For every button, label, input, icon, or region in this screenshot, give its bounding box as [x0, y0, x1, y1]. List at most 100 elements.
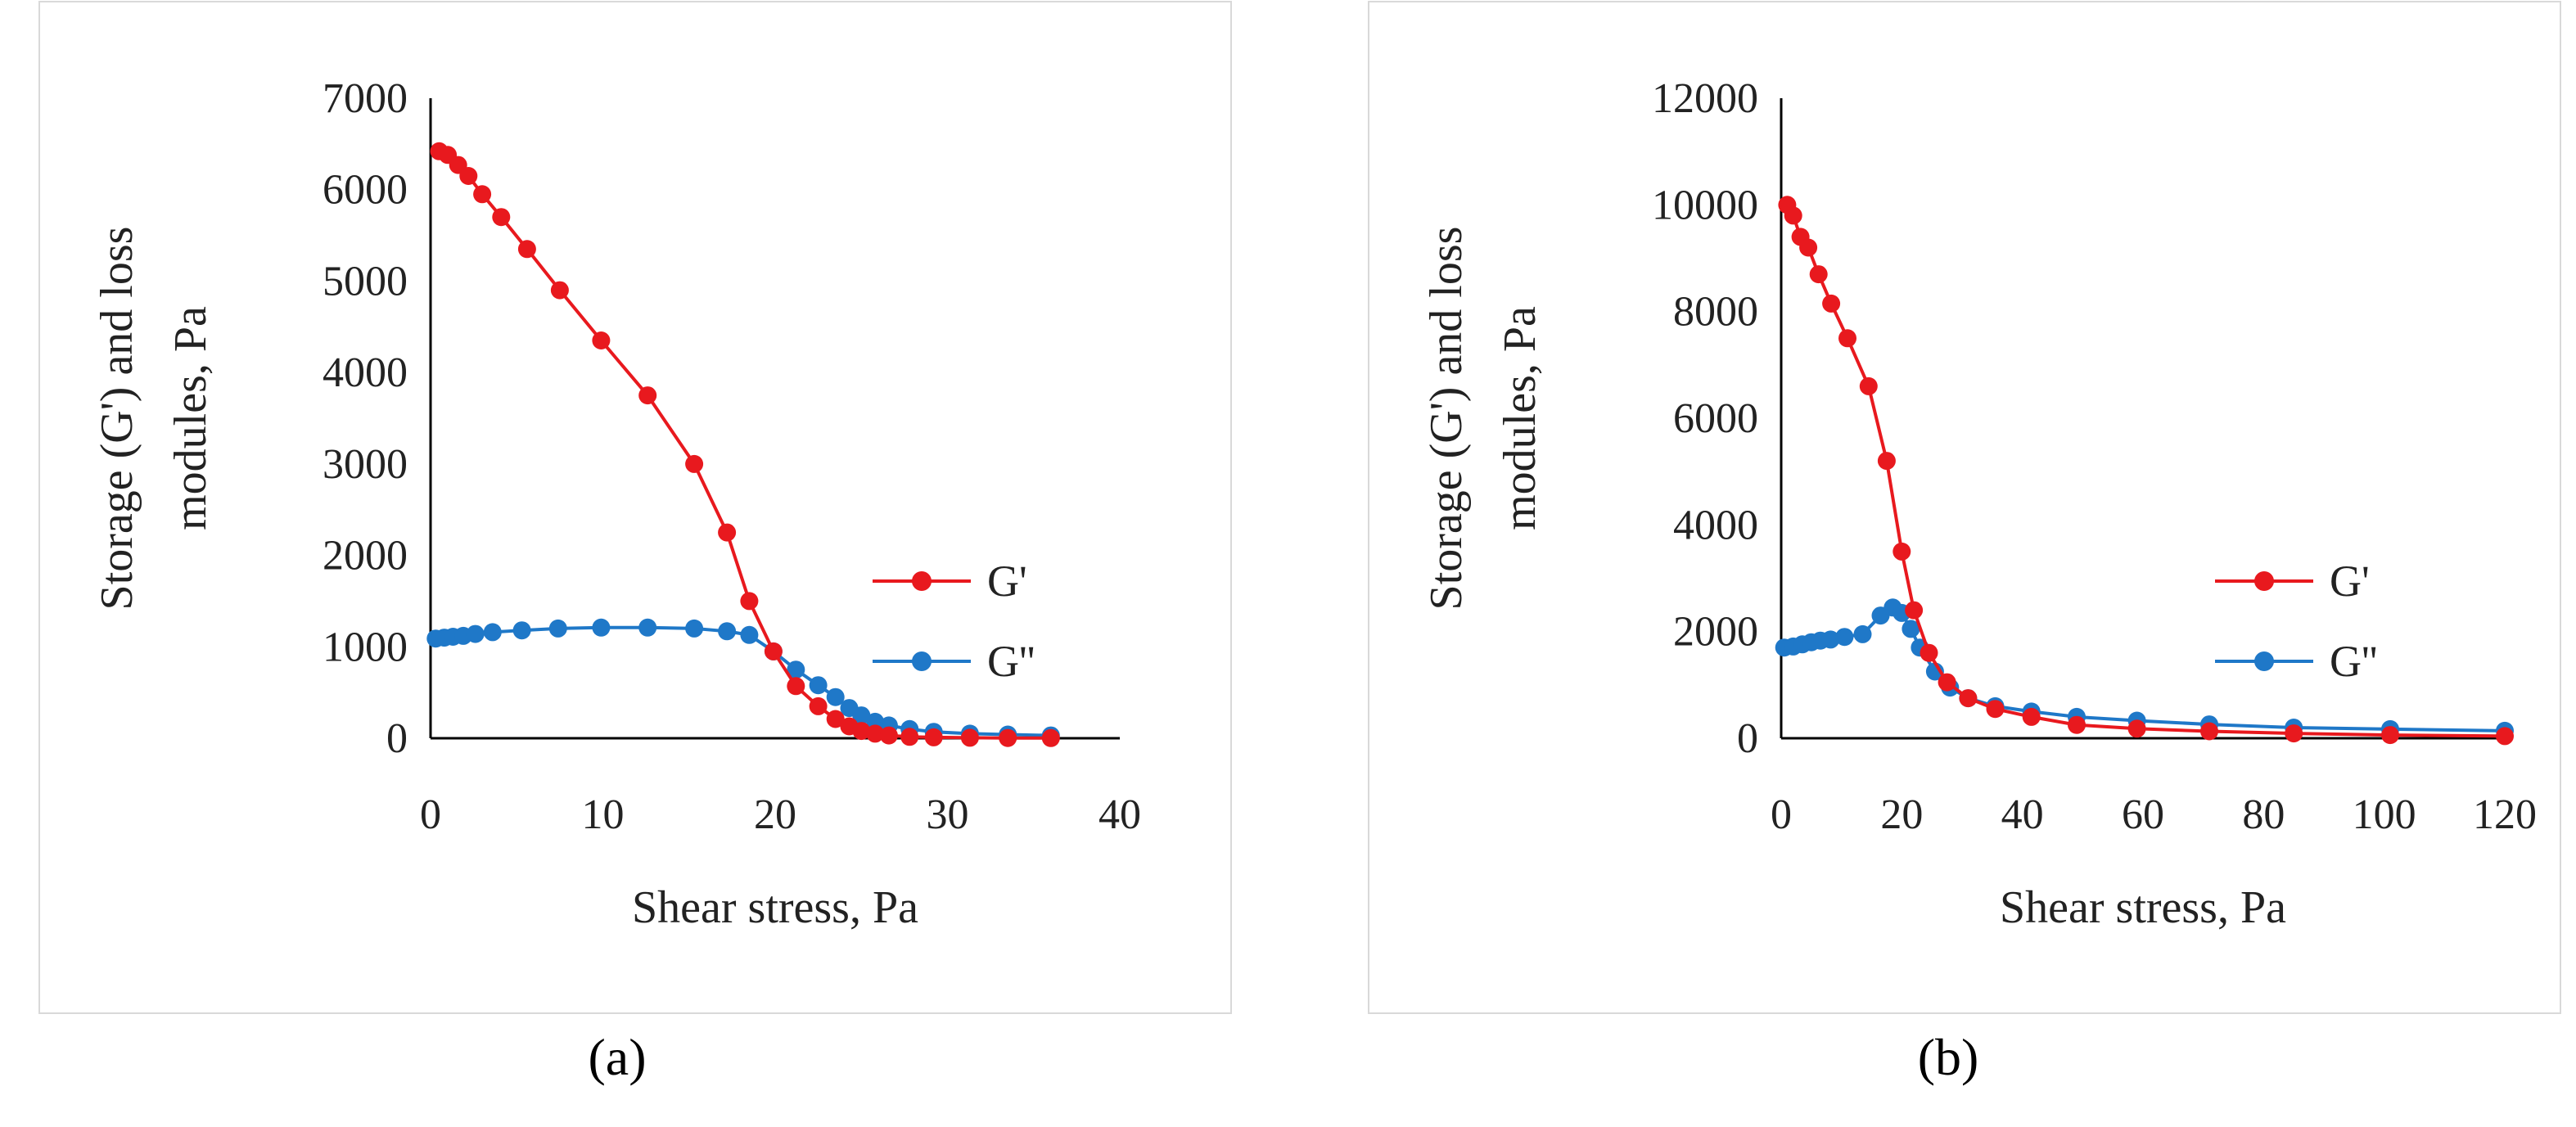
- data-point-gdoubleprime: [685, 619, 704, 638]
- data-point-gprime: [1920, 643, 1938, 662]
- data-point-gprime: [809, 696, 828, 715]
- x-tick-label: 60: [2122, 791, 2164, 838]
- x-tick-label: 40: [2001, 791, 2044, 838]
- data-point-gprime: [1986, 700, 2005, 719]
- data-point-gprime: [1877, 452, 1896, 471]
- data-point-gprime: [1959, 689, 1978, 708]
- y-tick-label: 2000: [1673, 609, 1758, 656]
- data-point-gdoubleprime: [787, 660, 805, 679]
- data-point-gprime: [1938, 673, 1956, 692]
- x-tick-label: 10: [582, 791, 625, 838]
- legend-marker-gdoubleprime-b: [2254, 651, 2274, 671]
- data-point-gprime: [1838, 329, 1856, 348]
- data-point-gprime: [826, 710, 845, 728]
- y-tick-label: 12000: [1652, 75, 1758, 122]
- y-tick-label: 7000: [323, 75, 408, 122]
- data-point-gdoubleprime: [1853, 624, 1872, 643]
- y-tick-label: 1000: [323, 624, 408, 670]
- y-tick-label: 0: [1737, 715, 1758, 762]
- data-point-gprime: [1799, 238, 1818, 257]
- data-point-gprime: [2381, 726, 2399, 745]
- data-point-gprime: [852, 722, 871, 741]
- y-axis-title-line2-a: modules, Pa: [165, 306, 216, 530]
- data-point-gprime: [2285, 724, 2303, 743]
- data-point-gprime: [1784, 206, 1802, 225]
- x-axis-title-b: Shear stress, Pa: [2000, 882, 2286, 933]
- legend-marker-gprime-b: [2254, 571, 2274, 591]
- data-point-gprime: [1041, 728, 1060, 747]
- data-point-gdoubleprime: [638, 618, 657, 637]
- y-tick-label: 6000: [1673, 395, 1758, 442]
- data-point-gdoubleprime: [826, 687, 845, 706]
- data-point-gdoubleprime: [809, 676, 828, 695]
- data-point-gprime: [764, 642, 783, 660]
- y-tick-label: 5000: [323, 258, 408, 304]
- x-tick-label: 100: [2353, 791, 2416, 838]
- legend-label-gprime-b: G': [2330, 557, 2370, 606]
- data-point-gdoubleprime: [1835, 628, 1854, 647]
- data-point-gprime: [960, 728, 979, 747]
- x-tick-label: 30: [927, 791, 969, 838]
- data-point-gdoubleprime: [592, 618, 611, 637]
- data-point-gprime: [492, 208, 511, 227]
- x-tick-label: 120: [2473, 791, 2537, 838]
- legend-label-gprime-a: G': [987, 557, 1027, 606]
- data-point-gprime: [473, 185, 492, 204]
- data-point-gprime: [1893, 542, 1911, 561]
- y-tick-label: 4000: [323, 349, 408, 396]
- data-point-gprime: [718, 523, 737, 542]
- y-axis-title-line2-b: modules, Pa: [1495, 306, 1545, 530]
- data-point-gdoubleprime: [548, 619, 567, 638]
- data-point-gprime: [2068, 715, 2086, 734]
- y-tick-label: 2000: [323, 533, 408, 579]
- legend-marker-gprime-a: [912, 571, 932, 591]
- chart-panel-a: 0 1000 2000 3000 4000 5000 6000 7000 0 10 20 30 40 Sh…: [38, 0, 1233, 1015]
- data-point-gprime: [2127, 719, 2146, 738]
- data-point-gprime: [740, 592, 759, 611]
- legend-marker-gdoubleprime-a: [912, 651, 932, 671]
- data-point-gprime: [592, 331, 611, 349]
- data-point-gprime: [685, 454, 704, 473]
- data-point-gprime: [2496, 727, 2514, 746]
- data-point-gprime: [517, 240, 536, 259]
- legend-label-gdoubleprime-a: G'': [987, 637, 1035, 686]
- data-point-gprime: [459, 167, 478, 185]
- data-point-gprime: [879, 726, 898, 745]
- x-tick-label: 20: [754, 791, 796, 838]
- y-axis-title-line1-a: Storage (G') and loss: [92, 227, 142, 611]
- y-tick-label: 0: [386, 715, 408, 762]
- data-point-gdoubleprime: [483, 623, 502, 642]
- data-point-gdoubleprime: [718, 622, 737, 641]
- caption-b: (b): [1917, 1028, 1979, 1086]
- chart-frame-b: [1368, 1, 2561, 1014]
- data-point-gdoubleprime: [512, 621, 531, 640]
- data-point-gprime: [866, 724, 885, 743]
- data-point-gdoubleprime: [1902, 620, 1920, 638]
- legend-label-gdoubleprime-b: G'': [2330, 637, 2377, 686]
- x-axis-title-a: Shear stress, Pa: [632, 882, 918, 933]
- data-point-gdoubleprime: [466, 624, 485, 643]
- y-tick-label: 4000: [1673, 502, 1758, 548]
- data-point-gprime: [550, 281, 569, 300]
- y-tick-label: 6000: [323, 167, 408, 214]
- data-point-gprime: [1809, 265, 1828, 284]
- data-point-gprime: [787, 677, 805, 696]
- chart-b: 0 2000 4000 6000 8000 10000 12000 0 20 40 60 80 100 1…: [1368, 1, 2561, 1014]
- y-tick-label: 10000: [1652, 182, 1758, 228]
- data-point-gprime: [2022, 707, 2041, 726]
- data-point-gdoubleprime: [852, 706, 871, 725]
- data-point-gprime: [1859, 376, 1878, 395]
- x-tick-label: 0: [1771, 791, 1792, 838]
- data-point-gprime: [638, 386, 657, 405]
- x-tick-label: 0: [420, 791, 441, 838]
- data-point-gdoubleprime: [1821, 630, 1840, 649]
- y-tick-label: 3000: [323, 441, 408, 488]
- y-axis-title-line1-b: Storage (G') and loss: [1421, 227, 1472, 611]
- data-point-gprime: [900, 728, 919, 746]
- data-point-gprime: [1905, 601, 1924, 620]
- y-tick-label: 8000: [1673, 289, 1758, 336]
- data-point-gdoubleprime: [740, 625, 759, 644]
- x-tick-label: 40: [1099, 791, 1141, 838]
- series-line-gprime-b: [1785, 204, 2506, 738]
- data-point-gprime: [1822, 294, 1841, 313]
